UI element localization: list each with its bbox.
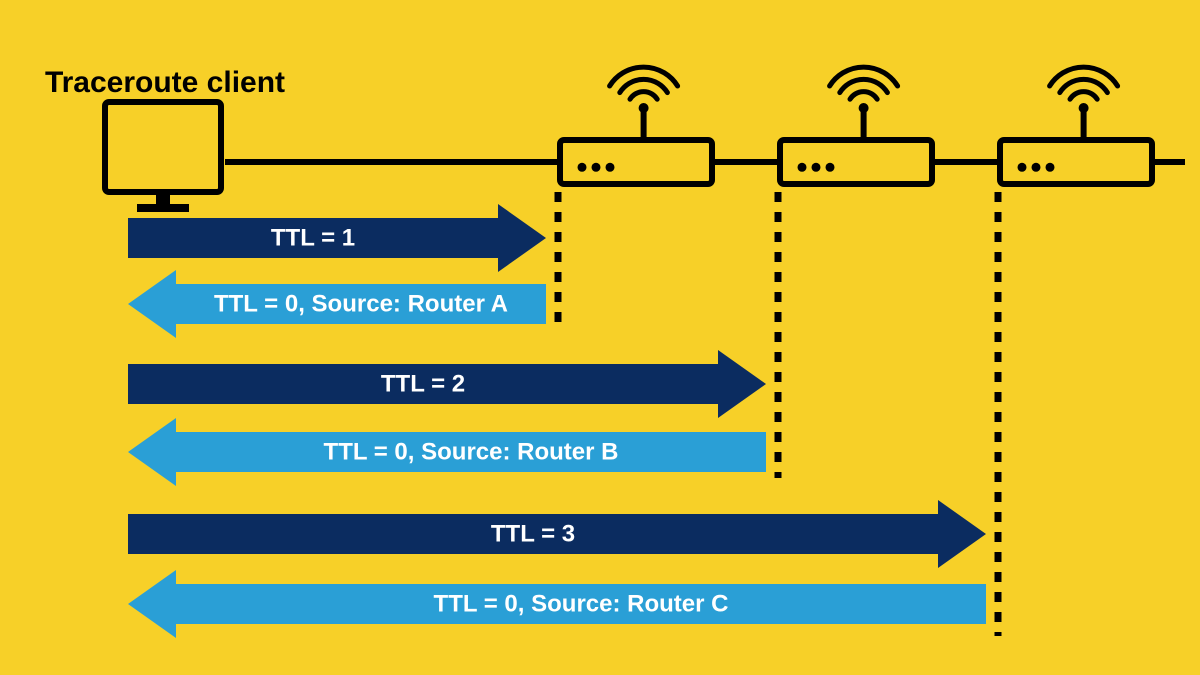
arrow-label-2: TTL = 2	[381, 371, 465, 398]
arrow-label-1: TTL = 0, Source: Router A	[214, 291, 508, 318]
arrow-label-3: TTL = 0, Source: Router B	[324, 439, 619, 466]
title-label: Traceroute client	[45, 66, 285, 99]
arrow-label-0: TTL = 1	[271, 225, 355, 252]
arrow-label-5: TTL = 0, Source: Router C	[434, 591, 729, 618]
arrow-label-4: TTL = 3	[491, 521, 575, 548]
